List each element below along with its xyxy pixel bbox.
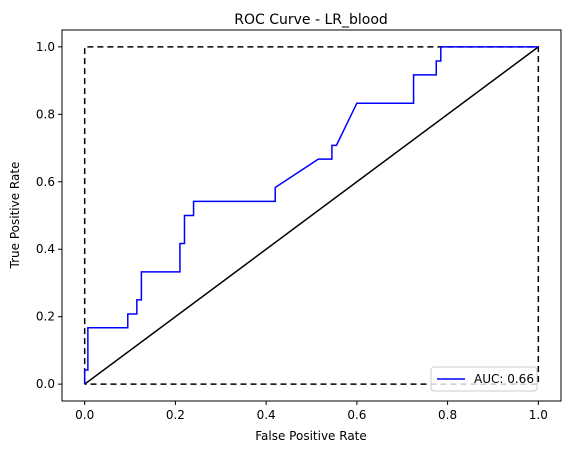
x-tick-label: 0.8 [438,408,457,422]
x-tick-label: 0.4 [257,408,276,422]
y-tick-label: 1.0 [36,40,55,54]
diagonal-reference-line [84,46,539,385]
legend-label: AUC: 0.66 [474,372,534,386]
legend-box [430,366,538,392]
legend: AUC: 0.66 [430,366,538,392]
x-tick-label: 1.0 [529,408,548,422]
roc-curve-line [83,46,539,385]
plot-area [83,46,540,385]
x-axis-label: False Positive Rate [255,429,367,443]
x-axis: 0.0 0.2 0.4 0.6 0.8 1.0 [75,401,548,422]
y-axis: 0.0 0.2 0.4 0.6 0.8 1.0 [36,40,62,391]
x-tick-label: 0.0 [75,408,94,422]
y-axis-label: True Positive Rate [8,162,22,270]
chart-title: ROC Curve - LR_blood [234,12,388,28]
y-tick-label: 0.6 [36,175,55,189]
y-tick-label: 0.8 [36,107,55,121]
y-tick-label: 0.0 [36,377,55,391]
x-tick-label: 0.2 [166,408,185,422]
y-tick-label: 0.4 [36,242,55,256]
plot-frame [61,29,562,402]
x-tick-label: 0.6 [347,408,366,422]
y-tick-label: 0.2 [36,310,55,324]
